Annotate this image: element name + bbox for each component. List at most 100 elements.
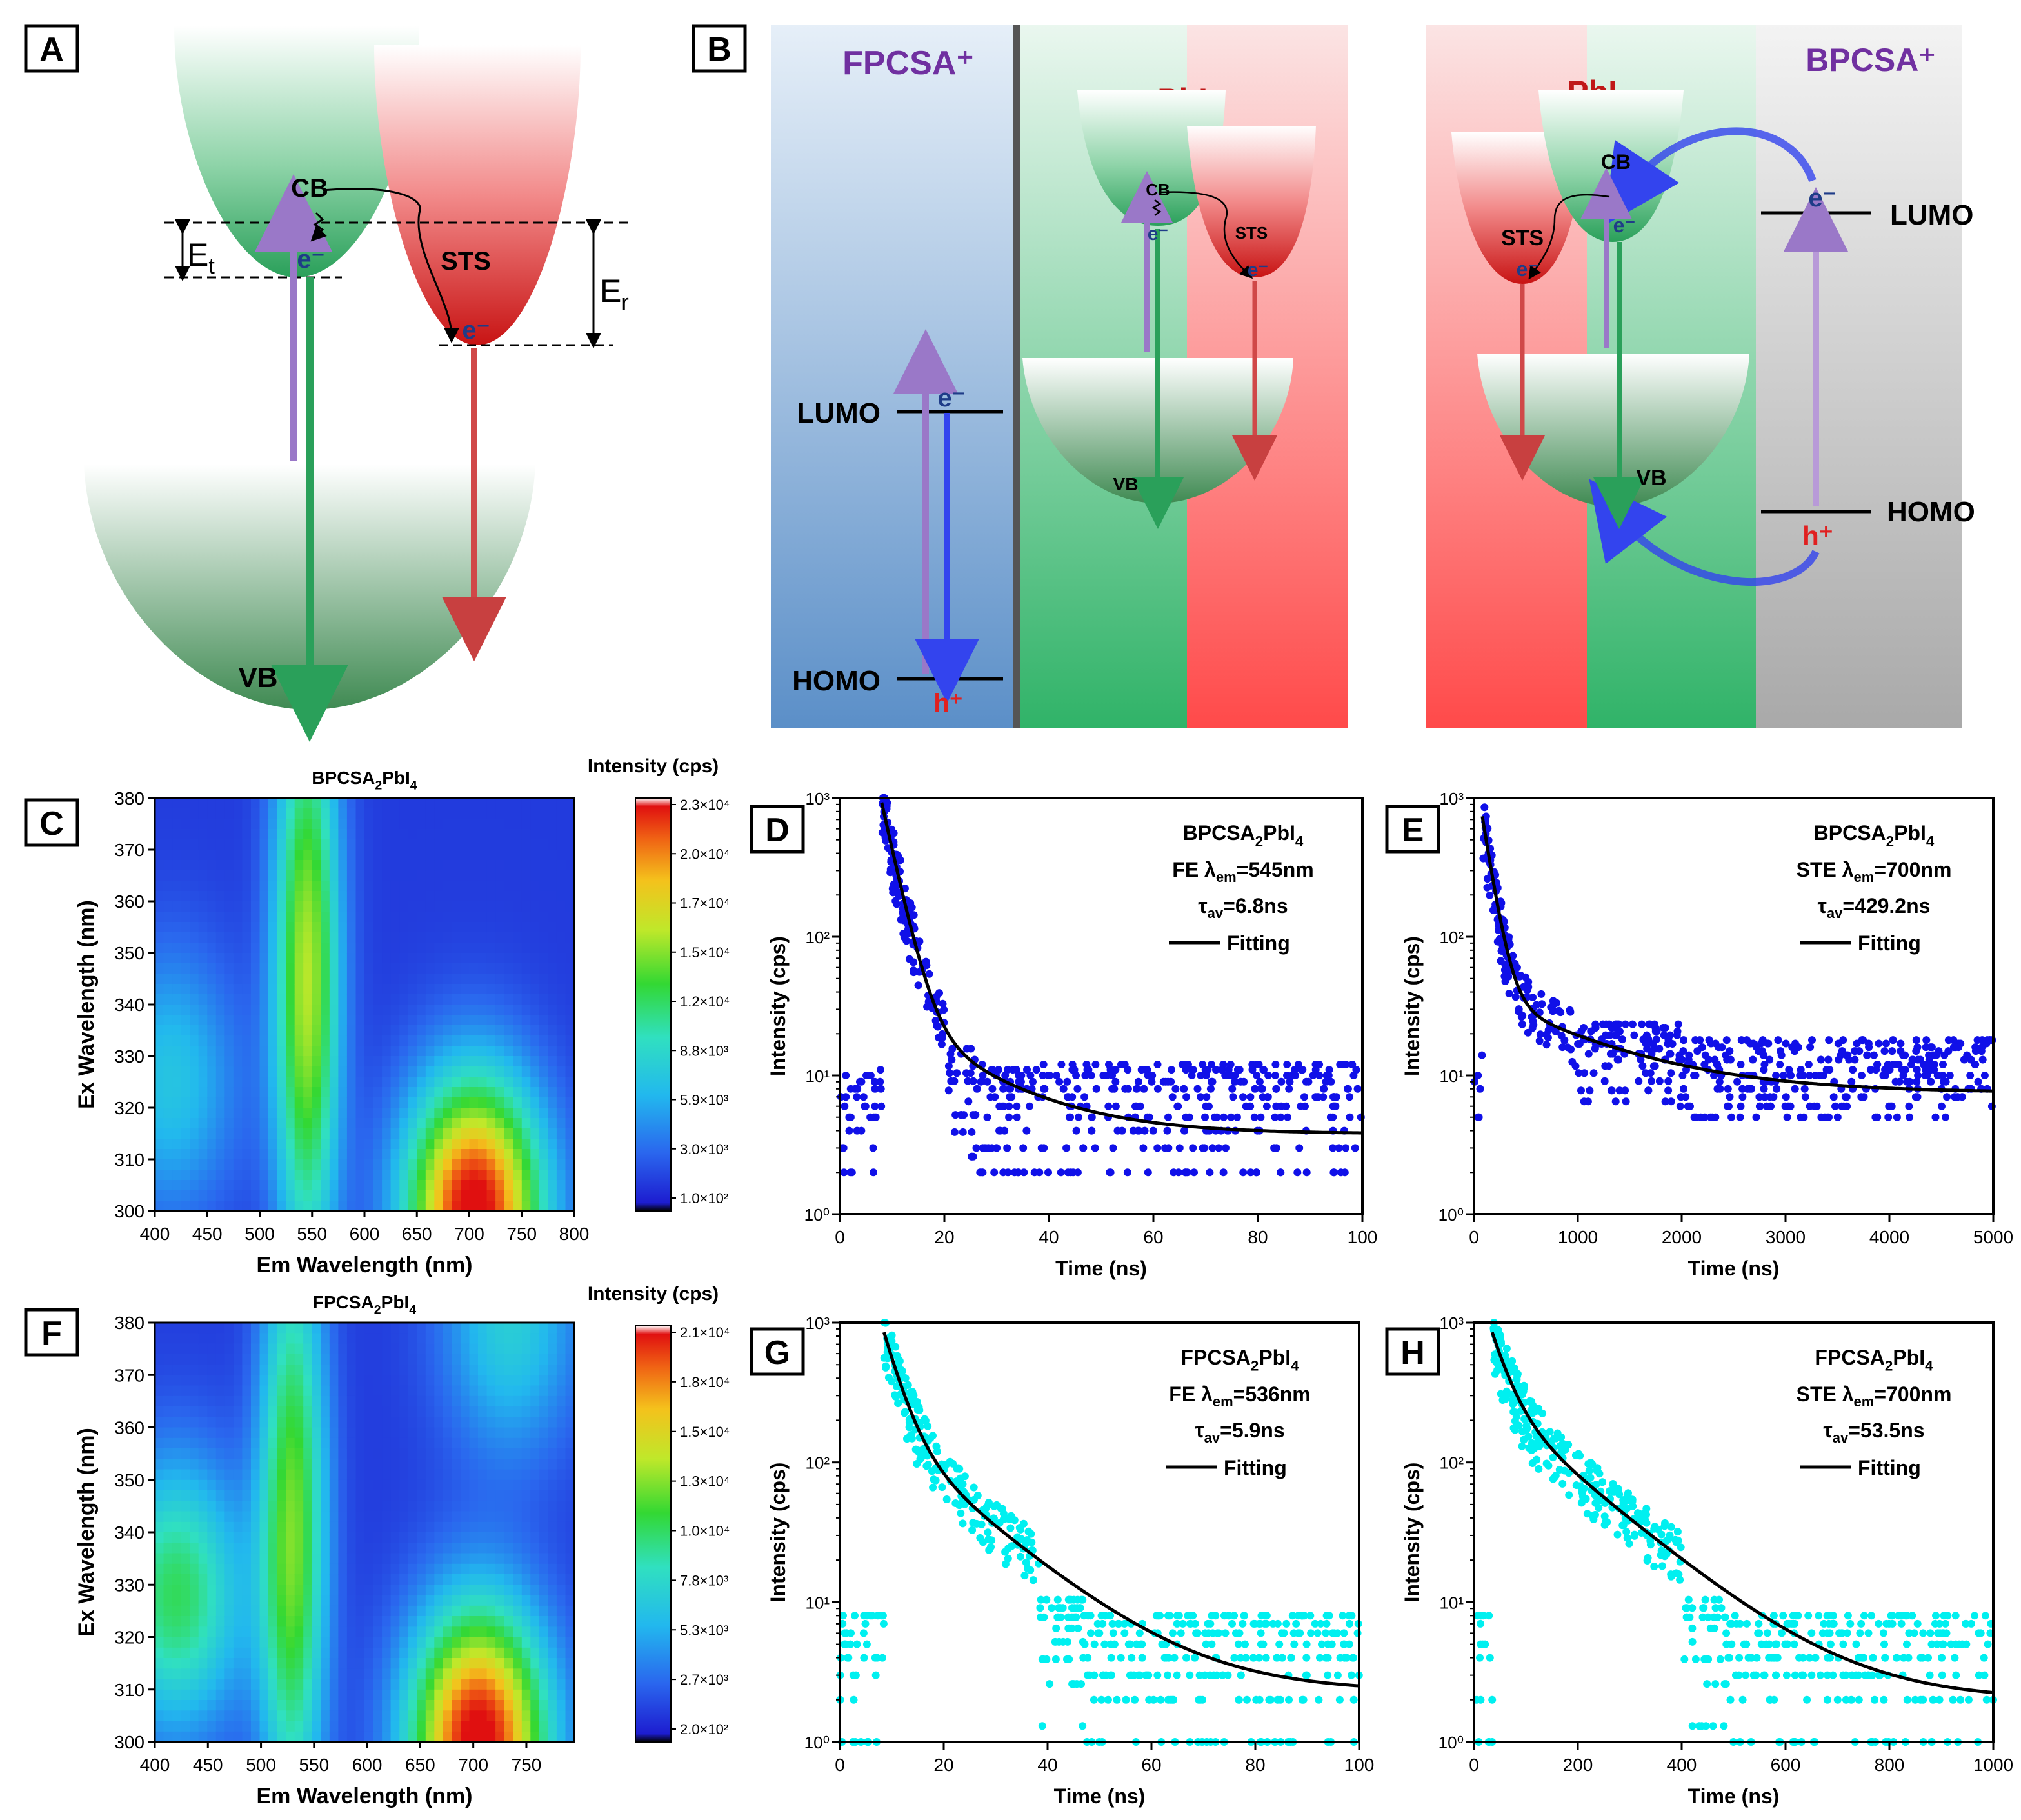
heat-cell <box>382 1501 392 1512</box>
heat-cell <box>198 1679 208 1690</box>
heat-cell <box>190 1128 199 1139</box>
heat-cell <box>277 1553 286 1565</box>
heat-cell <box>373 953 383 964</box>
heat-cell <box>452 1406 461 1417</box>
heat-cell <box>434 829 444 840</box>
heat-cell <box>521 922 531 933</box>
heat-cell <box>303 932 313 943</box>
heat-cell <box>565 1015 575 1026</box>
heat-cell <box>556 912 566 923</box>
heat-cell <box>452 891 461 902</box>
heat-cell <box>163 974 173 985</box>
heat-cell <box>224 808 234 819</box>
heat-cell <box>207 1532 217 1543</box>
heat-cell <box>399 860 409 871</box>
heat-cell <box>303 1553 313 1565</box>
data-point <box>1324 1072 1333 1079</box>
heat-cell <box>259 1375 269 1386</box>
data-point <box>859 1093 868 1101</box>
heat-cell <box>259 870 269 881</box>
data-point <box>910 911 918 919</box>
heat-cell <box>399 1097 409 1108</box>
heat-cell <box>233 1427 243 1439</box>
heat-cell <box>172 1180 182 1191</box>
heat-cell <box>373 1543 383 1554</box>
heat-cell <box>469 1658 479 1669</box>
data-point <box>1180 1126 1188 1135</box>
heat-cell <box>399 943 409 954</box>
heat-cell <box>181 1647 190 1659</box>
heat-cell <box>513 1005 523 1015</box>
heat-cell <box>417 984 426 995</box>
heat-cell <box>181 819 190 830</box>
heat-cell <box>513 808 523 819</box>
heat-cell <box>294 1005 304 1015</box>
heat-cell <box>408 1056 417 1067</box>
heat-cell <box>277 819 286 830</box>
heat-cell <box>172 798 182 809</box>
heat-cell <box>155 1159 164 1170</box>
heat-cell <box>268 1563 278 1575</box>
heat-cell <box>198 850 208 861</box>
heat-cell <box>233 1385 243 1397</box>
heat-cell <box>417 1689 426 1701</box>
heat-cell <box>461 943 470 954</box>
heat-cell <box>312 829 321 840</box>
heat-cell <box>382 1333 392 1345</box>
data-point <box>1847 1077 1856 1086</box>
heat-cell <box>268 1097 278 1108</box>
heat-cell <box>504 1511 513 1523</box>
heat-cell <box>469 1427 479 1439</box>
heat-cell <box>338 1149 348 1160</box>
heat-cell <box>259 1721 269 1732</box>
heat-cell <box>495 1490 505 1501</box>
heat-cell <box>329 932 339 943</box>
heat-cell <box>373 1731 383 1743</box>
data-point <box>1875 1039 1883 1048</box>
heat-cell <box>469 912 479 923</box>
heat-cell <box>181 1375 190 1386</box>
heat-cell <box>382 963 392 974</box>
heat-cell <box>364 1437 374 1449</box>
data-point <box>910 958 918 966</box>
heat-cell <box>521 901 531 912</box>
heat-cell <box>198 1323 208 1334</box>
heat-cell <box>233 1511 243 1523</box>
heat-cell <box>521 870 531 881</box>
heat-cell <box>486 1511 496 1523</box>
heat-cell <box>390 1005 400 1015</box>
heat-cell <box>198 1553 208 1565</box>
heat-cell <box>364 1679 374 1690</box>
heat-cell <box>224 1585 234 1596</box>
heat-cell <box>268 953 278 964</box>
heat-cell <box>373 1637 383 1648</box>
heat-cell <box>198 1077 208 1088</box>
heat-cell <box>190 1077 199 1088</box>
heat-cell <box>242 974 252 985</box>
heat-cell <box>530 922 540 933</box>
data-point <box>1081 1072 1090 1079</box>
data-point <box>1908 1055 1916 1064</box>
heat-cell <box>303 1437 313 1449</box>
heat-cell <box>408 1066 417 1077</box>
heat-cell <box>565 922 575 933</box>
data-point <box>1772 1072 1780 1079</box>
heat-cell <box>495 839 505 850</box>
heat-cell <box>390 1343 400 1355</box>
heat-cell <box>251 1333 261 1345</box>
heat-cell <box>155 1128 164 1139</box>
heat-cell <box>425 1343 435 1355</box>
heat-cell <box>373 1365 383 1375</box>
heat-cell <box>242 1605 252 1617</box>
heat-cell <box>346 1066 356 1077</box>
heat-cell <box>242 1427 252 1439</box>
heat-cell <box>251 1427 261 1439</box>
heat-cell <box>452 963 461 974</box>
heat-cell <box>355 1180 365 1191</box>
data-point <box>944 1086 953 1095</box>
heat-cell <box>382 1679 392 1690</box>
data-point <box>890 829 898 837</box>
heat-cell <box>390 984 400 995</box>
data-point <box>1063 1077 1071 1086</box>
heat-cell <box>556 798 566 809</box>
